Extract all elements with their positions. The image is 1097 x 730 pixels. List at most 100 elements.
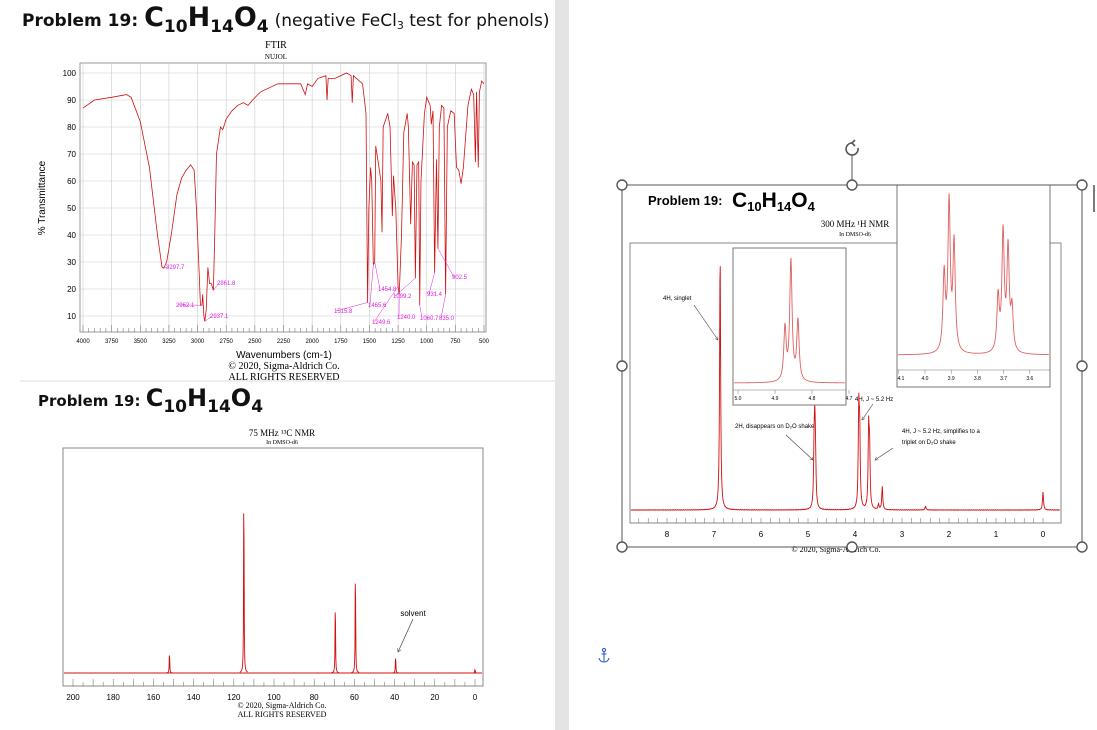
c13-plot-frame xyxy=(62,447,484,687)
test-note: (negative FeCl3 test for phenols) xyxy=(274,11,550,32)
ir-x-tick-label: 2750 xyxy=(220,339,234,345)
problem-title-ir: Problem 19: C10H14O4 (negative FeCl3 tes… xyxy=(22,2,550,37)
ir-peak-leader xyxy=(374,261,381,290)
ir-peak-leader xyxy=(394,278,416,297)
resize-handle[interactable] xyxy=(616,360,628,372)
ir-peak-leader xyxy=(163,266,169,269)
annotation-ch2-b2: triplet on D₂O shake xyxy=(902,440,956,446)
ir-y-tick-label: 20 xyxy=(67,285,76,294)
ir-peak-label: 835.0 xyxy=(439,316,455,322)
ir-x-tick-label: 1250 xyxy=(391,339,405,345)
c13-peak xyxy=(351,583,360,673)
ir-peak-leader xyxy=(204,315,213,322)
ir-peak-label: 1249.6 xyxy=(372,320,391,326)
resize-handle[interactable] xyxy=(1076,179,1088,191)
c13-peak xyxy=(331,612,340,674)
ir-x-tick-label: 3500 xyxy=(134,339,148,345)
resize-handle[interactable] xyxy=(846,179,858,191)
ir-x-tick-label: 3750 xyxy=(105,339,119,345)
c13-x-tick-label: 200 xyxy=(66,693,80,702)
problem-title-c13: Problem 19: C10H14O4 xyxy=(38,384,264,417)
ir-x-tick-label: 2250 xyxy=(277,339,291,345)
h1-problem-label: Problem 19: xyxy=(648,193,722,208)
ir-peak-label: 1060.7 xyxy=(420,316,439,322)
ir-y-tick-label: 90 xyxy=(67,96,76,105)
resize-handle[interactable] xyxy=(1076,360,1088,372)
ir-peak-label: 1515.8 xyxy=(334,309,353,315)
ir-peak-label: 1099.2 xyxy=(393,294,412,300)
h1-inset-tick-label: 4.9 xyxy=(772,396,779,402)
ir-y-tick-label: 30 xyxy=(67,258,76,267)
ir-x-tick-label: 3000 xyxy=(191,339,205,345)
c13-x-tick-label: 60 xyxy=(350,693,359,702)
ir-peak-leader xyxy=(335,302,368,312)
ir-rights: ALL RIGHTS RESERVED xyxy=(228,372,339,383)
h1-copyright: © 2020, Sigma-Aldrich Co. xyxy=(792,545,881,554)
h1-inset-tick-label: 4.0 xyxy=(922,376,929,382)
solvent-arrow xyxy=(398,618,414,652)
ir-peak-leader xyxy=(373,286,399,323)
ir-y-tick-label: 80 xyxy=(67,123,76,132)
h1-nmr-picture[interactable]: Problem 19: C10H14O4 300 MHz ¹H NMR In D… xyxy=(622,184,1082,554)
h1-inset-tick-label: 4.1 xyxy=(898,376,905,382)
h1-x-tick-label: 2 xyxy=(947,530,952,539)
ir-peak-label: 3297.7 xyxy=(166,265,185,271)
annotation-singlet: 4H, singlet xyxy=(663,296,692,302)
c13-x-tick-label: 40 xyxy=(390,693,399,702)
ir-y-tick-label: 40 xyxy=(67,231,76,240)
c13-x-tick-label: 100 xyxy=(267,693,281,702)
page-gutter xyxy=(555,0,569,730)
c13-x-tick-label: 80 xyxy=(310,693,319,702)
ir-spectrum-chart: FTIR NUJOL % Transmittance Wavenumbers (… xyxy=(37,40,490,383)
ir-peak-leader xyxy=(419,305,423,319)
h1-inset-tick-label: 4.8 xyxy=(809,396,816,402)
h1-inset-tick-label: 5.0 xyxy=(735,396,742,402)
h1-x-tick-label: 8 xyxy=(665,530,670,539)
h1-x-tick-label: 0 xyxy=(1041,530,1046,539)
ir-x-tick-label: 2000 xyxy=(305,339,319,345)
h1-formula: C10H14O4 xyxy=(732,189,816,214)
h1-inset-spectrum xyxy=(897,193,1049,356)
ir-peak-label: 2861.8 xyxy=(217,281,236,287)
ir-y-tick-label: 60 xyxy=(67,177,76,186)
ir-y-tick-label: 10 xyxy=(67,312,76,321)
problem-label: Problem 19: xyxy=(22,11,139,31)
h1-inset-tick-label: 3.8 xyxy=(974,376,981,382)
ir-peak-label: 931.4 xyxy=(427,292,443,298)
rotate-handle-icon[interactable] xyxy=(845,139,859,156)
ir-y-tick-label: 70 xyxy=(67,150,76,159)
ir-x-tick-label: 1500 xyxy=(363,339,377,345)
c13-rights: ALL RIGHTS RESERVED xyxy=(238,710,327,719)
ir-peak-leader xyxy=(437,248,455,278)
ir-x-tick-label: 1750 xyxy=(334,339,348,345)
c13-x-tick-label: 140 xyxy=(187,693,201,702)
c13-title: 75 MHz ¹³C NMR xyxy=(249,428,315,438)
ir-peak-label: 1465.6 xyxy=(368,303,387,309)
c13-nmr-chart: 75 MHz ¹³C NMR In DMSO-d6 © 2020, Sigma-… xyxy=(62,428,484,719)
h1-inset-tick-label: 3.7 xyxy=(1000,376,1007,382)
ir-peak-label: 1240.0 xyxy=(397,315,416,321)
ir-peak-label: 2937.1 xyxy=(210,314,229,320)
h1-x-tick-label: 1 xyxy=(994,530,999,539)
c13-x-tick-label: 180 xyxy=(107,693,121,702)
h1-title: 300 MHz ¹H NMR xyxy=(821,219,889,229)
ir-subtitle: NUJOL xyxy=(265,53,287,61)
selection-frame[interactable] xyxy=(616,139,1088,553)
resize-handle[interactable] xyxy=(616,179,628,191)
resize-handle[interactable] xyxy=(846,541,858,553)
annotation-ch2-a: 4H, J ~ 5.2 Hz xyxy=(855,397,893,403)
h1-inset-tick-label: 3.9 xyxy=(948,376,955,382)
c13-copyright: © 2020, Sigma-Aldrich Co. xyxy=(238,701,327,710)
c13-x-tick-label: 120 xyxy=(227,693,241,702)
ir-x-tick-label: 500 xyxy=(479,339,490,345)
ir-xlabel: Wavenumbers (cm-1) xyxy=(236,350,332,361)
c13-x-tick-label: 0 xyxy=(473,693,478,702)
c13-peak xyxy=(239,513,248,673)
ir-x-tick-label: 1000 xyxy=(420,339,434,345)
resize-handle[interactable] xyxy=(616,541,628,553)
c13-x-tick-label: 160 xyxy=(147,693,161,702)
anchor-icon[interactable] xyxy=(598,647,610,663)
h1-inset-tick-label: 4.7 xyxy=(846,396,853,402)
resize-handle[interactable] xyxy=(1076,541,1088,553)
ir-plot-frame xyxy=(79,62,487,333)
